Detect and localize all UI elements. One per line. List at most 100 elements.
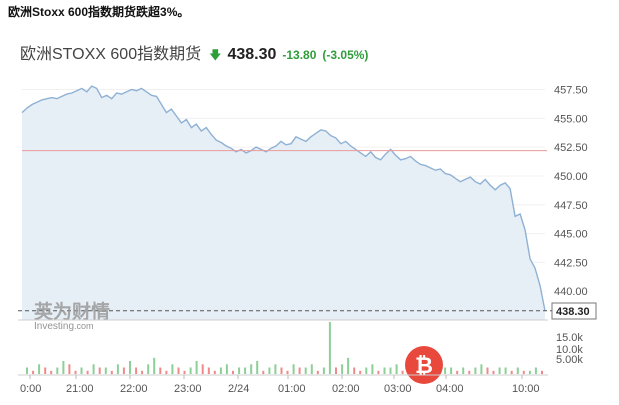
y-tick-label: 450.00 (554, 171, 588, 183)
volume-bar (268, 368, 270, 375)
volume-bar (474, 368, 476, 375)
x-tick-label: 10:00 (512, 383, 540, 395)
volume-bar (68, 364, 70, 374)
volume-bar (117, 364, 119, 374)
volume-bar (529, 371, 531, 374)
volume-tick-label: 15.0k (556, 332, 583, 344)
volume-bar (190, 368, 192, 375)
watermark-english: Investing (34, 321, 74, 332)
volume-bar (208, 368, 210, 375)
volume-bar (196, 361, 198, 374)
time-axis: 0:00 21:00 22:00 23:00 2/24 01:00 02:00 03:00 04… (20, 375, 540, 395)
x-tick-label: 04:00 (436, 383, 464, 395)
volume-bar (232, 371, 234, 374)
volume-axis: 15.0k10.0k5.00k (556, 332, 583, 366)
y-tick-label: 447.50 (554, 200, 588, 212)
volume-bar (171, 364, 173, 374)
volume-bar (287, 371, 289, 374)
volume-bar (226, 364, 228, 374)
volume-bar (75, 371, 77, 374)
price-change: -13.80 (282, 48, 316, 62)
volume-bar (44, 368, 46, 375)
volume-bar (505, 368, 507, 375)
x-tick-label: 23:00 (174, 383, 202, 395)
x-tick-label: 03:00 (384, 383, 412, 395)
x-tick-label: 0:00 (20, 383, 41, 395)
volume-bar (220, 368, 222, 375)
last-price-tag-label: 438.30 (556, 306, 590, 318)
volume-bar (123, 368, 125, 375)
volume-bar (135, 368, 137, 375)
quote-header: 欧洲STOXX 600指数期货 🡇 438.30 -13.80 (-3.05%) (20, 40, 368, 62)
volume-bar (99, 368, 101, 375)
last-price: 438.30 (227, 46, 276, 64)
volume-bar (293, 364, 295, 374)
volume-bar (511, 371, 513, 374)
y-tick-label: 455.00 (554, 113, 588, 125)
volume-bar (38, 364, 40, 374)
volume-bar (384, 368, 386, 375)
volume-bar (159, 368, 161, 375)
down-arrow-icon: 🡇 (209, 46, 221, 67)
volume-bar (341, 364, 343, 374)
volume-bar (153, 358, 155, 374)
y-tick-label: 442.50 (554, 257, 588, 269)
svg-text:Investing.com: Investing.com (34, 321, 94, 332)
volume-bar (444, 368, 446, 375)
volume-bar (262, 371, 264, 374)
volume-bar (371, 364, 373, 374)
volume-bar (202, 364, 204, 374)
volume-bar (347, 358, 349, 374)
volume-bar (178, 368, 180, 375)
volume-bar (359, 371, 361, 374)
volume-bar (165, 371, 167, 374)
price-chart[interactable]: 英为财情 Investing.com 457.50 455.00 452.50 450… (0, 74, 619, 405)
volume-bar (535, 368, 537, 375)
price-change-percent: (-3.05%) (322, 48, 368, 62)
volume-bar (396, 364, 398, 374)
volume-bar (317, 371, 319, 374)
volume-bar (377, 371, 379, 374)
volume-bar (323, 368, 325, 375)
volume-bar (462, 368, 464, 375)
y-tick-label: 452.50 (554, 142, 588, 154)
volume-bar (305, 368, 307, 375)
volume-bar (256, 361, 258, 374)
volume-bar (81, 368, 83, 375)
volume-bar (468, 371, 470, 374)
volume-bar (390, 368, 392, 375)
y-tick-label: 445.00 (554, 229, 588, 241)
volume-bar (32, 371, 34, 374)
headline: 欧洲Stoxx 600指数期货跌超3%。 (8, 3, 189, 20)
x-tick-label: 2/24 (228, 383, 249, 395)
volume-bar (50, 371, 52, 374)
volume-bar (402, 371, 404, 374)
volume-tick-label: 5.00k (556, 354, 583, 366)
y-tick-label: 457.50 (554, 85, 588, 97)
volume-bar (111, 371, 113, 374)
price-area (22, 86, 545, 320)
volume-bar (456, 371, 458, 374)
x-tick-label: 21:00 (66, 383, 94, 395)
volume-bar (480, 364, 482, 374)
volume-bar (281, 368, 283, 375)
bitcoin-badge: ₿ (405, 346, 443, 384)
volume-bar (62, 361, 64, 374)
volume-bar (129, 361, 131, 374)
volume-bar (487, 368, 489, 375)
price-axis: 457.50 455.00 452.50 450.00 447.50 445.00 442.… (554, 85, 588, 299)
instrument-name[interactable]: 欧洲STOXX 600指数期货 (20, 40, 201, 64)
volume-bar (214, 371, 216, 374)
volume-bar (147, 364, 149, 374)
volume-bar (87, 371, 89, 374)
x-tick-label: 22:00 (120, 383, 148, 395)
volume-bar (250, 364, 252, 374)
volume-bar (311, 364, 313, 374)
volume-bar (184, 371, 186, 374)
volume-bar (299, 368, 301, 375)
x-tick-label: 02:00 (332, 383, 360, 395)
volume-bar (365, 368, 367, 375)
volume-bar (238, 368, 240, 375)
volume-bar (493, 371, 495, 374)
volume-bar (517, 368, 519, 375)
